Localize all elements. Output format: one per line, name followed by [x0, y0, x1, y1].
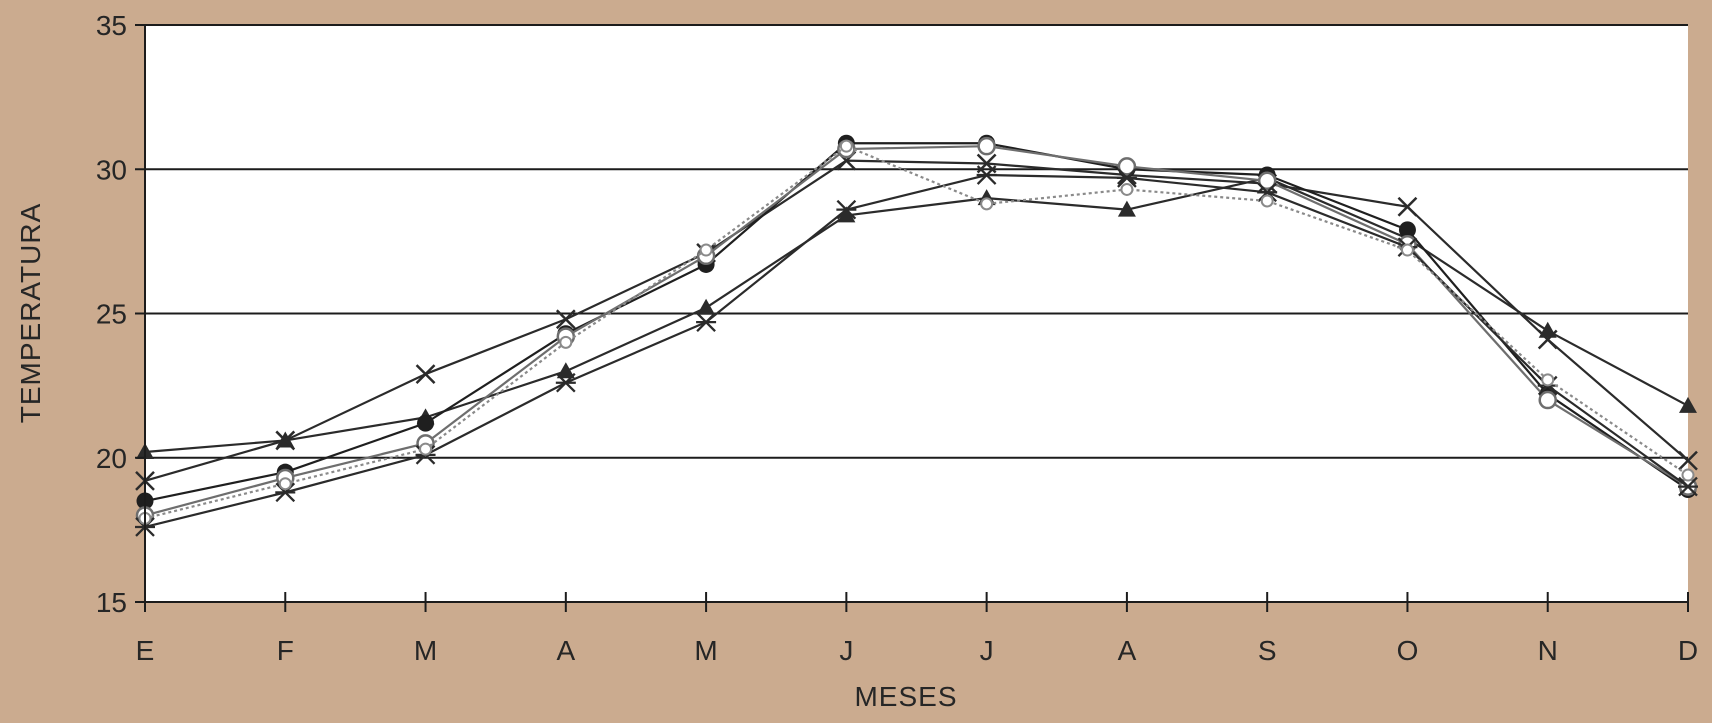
- data-point: [555, 309, 576, 330]
- data-point: [275, 482, 296, 503]
- data-point: [1681, 468, 1695, 482]
- y-tick-label: 15: [96, 587, 127, 618]
- data-point: [839, 139, 853, 153]
- data-point: [1257, 182, 1278, 203]
- data-point: [1117, 157, 1137, 176]
- series-line: [144, 173, 1689, 529]
- x-tick-label: S: [1258, 635, 1277, 666]
- y-tick-label: 35: [96, 10, 127, 41]
- data-point: [417, 414, 435, 432]
- x-tick-label: J: [980, 635, 994, 666]
- data-point: [1397, 196, 1418, 217]
- y-tick-label: 30: [96, 154, 127, 185]
- data-point: [1398, 221, 1416, 239]
- data-point: [836, 199, 857, 220]
- x-tick-label: N: [1538, 635, 1558, 666]
- data-point: [556, 362, 575, 379]
- data-point: [699, 243, 713, 257]
- data-point: [1538, 390, 1557, 410]
- y-tick-label: 20: [96, 443, 127, 474]
- data-point: [1541, 373, 1555, 387]
- x-tick-label: J: [839, 635, 853, 666]
- x-tick-label: E: [136, 635, 155, 666]
- axes: [135, 24, 1689, 612]
- data-point: [559, 335, 573, 349]
- x-tick-label: O: [1397, 635, 1419, 666]
- data-point: [555, 372, 576, 393]
- x-tick-label: D: [1678, 635, 1698, 666]
- series-line: [144, 145, 1689, 520]
- data-point: [696, 312, 717, 332]
- data-point: [1120, 182, 1134, 196]
- data-point: [1257, 171, 1277, 191]
- data-point: [415, 364, 436, 384]
- x-tick-label: M: [694, 635, 717, 666]
- grid-lines: [145, 24, 1688, 459]
- data-point: [697, 298, 716, 315]
- series-group: [135, 134, 1698, 537]
- data-point: [1679, 396, 1697, 413]
- x-axis-title: MESES: [854, 681, 957, 712]
- data-point: [1537, 329, 1558, 350]
- x-tick-label: A: [1118, 635, 1137, 666]
- x-tick-label: M: [414, 635, 437, 666]
- data-point: [275, 430, 296, 451]
- data-point: [1117, 200, 1136, 217]
- data-point: [1116, 168, 1137, 188]
- data-point: [977, 136, 996, 156]
- data-point: [1678, 450, 1698, 471]
- data-point: [419, 442, 433, 456]
- data-point: [976, 165, 997, 185]
- series-line: [144, 142, 1689, 503]
- x-tick-label: A: [556, 635, 575, 666]
- y-axis-title: TEMPERATURA: [15, 203, 46, 424]
- y-tick-labels: 15 20 25 30 35: [96, 10, 127, 618]
- x-tick-label: F: [277, 635, 294, 666]
- series-line: [144, 176, 1689, 454]
- data-point: [1260, 194, 1274, 208]
- data-point: [1400, 243, 1414, 257]
- y-tick-label: 25: [96, 299, 127, 330]
- data-point: [278, 477, 292, 491]
- data-point: [1678, 476, 1698, 497]
- series-line: [144, 159, 1689, 482]
- data-point: [980, 197, 994, 211]
- data-point: [837, 206, 856, 223]
